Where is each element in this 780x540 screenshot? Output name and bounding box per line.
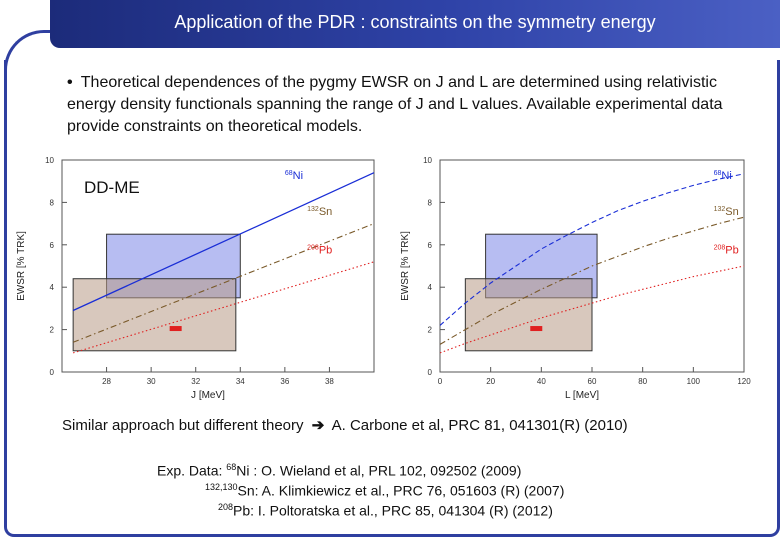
- exp-ref-sn: 132,130Sn: A. Klimkiewicz et al., PRC 76…: [205, 482, 564, 499]
- x-tick-label: 38: [325, 377, 334, 386]
- y-tick-label: 0: [50, 368, 55, 377]
- slide-title: Application of the PDR : constraints on …: [174, 12, 656, 32]
- series-line-208pb: [72, 261, 375, 354]
- y-tick-label: 4: [50, 283, 55, 292]
- x-tick-label: 28: [102, 377, 111, 386]
- arrow-right-icon: ➔: [311, 417, 325, 434]
- exp-mass: 68: [226, 462, 237, 472]
- series-line-68ni: [72, 172, 375, 312]
- y-tick-label: 6: [428, 241, 433, 250]
- exp-ref-ni: Exp. Data: 68Ni : O. Wieland et al, PRL …: [157, 462, 521, 479]
- reference-lead: Similar approach but different theory: [62, 417, 304, 434]
- model-label: DD-ME: [84, 178, 140, 197]
- constraint-box: [464, 278, 593, 352]
- title-bar: Application of the PDR : constraints on …: [50, 0, 780, 48]
- exp-mass: 132,130: [205, 482, 238, 492]
- isotope-label-ni: 68Ni: [285, 170, 303, 182]
- x-tick-label: 36: [280, 377, 289, 386]
- x-axis-label: L [MeV]: [565, 390, 599, 401]
- exp-ref-pb: 208Pb: I. Poltoratska et al., PRC 85, 04…: [218, 502, 553, 519]
- exp-text: Pb: I. Poltoratska et al., PRC 85, 04130…: [233, 502, 553, 519]
- x-tick-label: 100: [687, 377, 701, 386]
- series-line-132sn: [439, 216, 745, 345]
- y-tick-label: 0: [428, 368, 433, 377]
- y-tick-label: 8: [428, 198, 433, 207]
- x-tick-label: 30: [147, 377, 156, 386]
- y-tick-label: 6: [50, 241, 55, 250]
- x-axis-label: J [MeV]: [191, 390, 225, 401]
- data-point: [530, 326, 543, 332]
- bullet-marker: •: [67, 74, 73, 91]
- x-tick-label: 60: [588, 377, 597, 386]
- y-tick-label: 10: [45, 156, 54, 165]
- y-tick-label: 4: [428, 283, 433, 292]
- x-tick-label: 32: [191, 377, 200, 386]
- reference-line: Similar approach but different theory ➔ …: [62, 416, 628, 434]
- bullet-text: Theoretical dependences of the pygmy EWS…: [67, 74, 723, 135]
- y-tick-label: 2: [428, 326, 433, 335]
- isotope-label-pb: 208Pb: [714, 244, 739, 256]
- series-line-68ni: [439, 173, 745, 326]
- x-tick-label: 20: [486, 377, 495, 386]
- x-tick-label: 0: [438, 377, 443, 386]
- data-point: [169, 326, 182, 332]
- y-axis-label: EWSR [% TRK]: [400, 231, 411, 301]
- exp-prefix: Exp. Data:: [157, 462, 227, 479]
- y-tick-label: 8: [50, 198, 55, 207]
- x-tick-label: 120: [737, 377, 751, 386]
- chart-ewsr-vs-l: 0 20 40 60 80 100 120 0 2 4 6 8 10 L [MeV] EWSR [% TRK…: [400, 156, 751, 401]
- exp-text: Ni : O. Wieland et al, PRL 102, 092502 (…: [236, 462, 522, 479]
- slide-frame: [4, 60, 780, 537]
- series-line-208pb: [439, 265, 745, 354]
- x-tick-label: 40: [537, 377, 546, 386]
- x-tick-label: 34: [236, 377, 245, 386]
- y-tick-label: 2: [50, 326, 55, 335]
- chart-ewsr-vs-j: 28 30 32 34 36 38 0 2 4 6 8 10 J [MeV] EWSR [% TRK] 68…: [16, 156, 375, 401]
- x-tick-label: 80: [638, 377, 647, 386]
- exp-text: Sn: A. Klimkiewicz et al., PRC 76, 05160…: [237, 482, 565, 499]
- y-axis-label: EWSR [% TRK]: [16, 231, 27, 301]
- constraint-box: [72, 278, 237, 352]
- isotope-label-sn: 132Sn: [307, 206, 332, 218]
- exp-mass: 208: [218, 502, 234, 512]
- isotope-label-pb: 208Pb: [307, 244, 332, 256]
- bullet-paragraph: • Theoretical dependences of the pygmy E…: [67, 72, 747, 138]
- isotope-label-ni: 68Ni: [714, 170, 732, 182]
- reference-citation: A. Carbone et al, PRC 81, 041301(R) (201…: [331, 417, 628, 434]
- isotope-label-sn: 132Sn: [714, 206, 739, 218]
- y-tick-label: 10: [423, 156, 432, 165]
